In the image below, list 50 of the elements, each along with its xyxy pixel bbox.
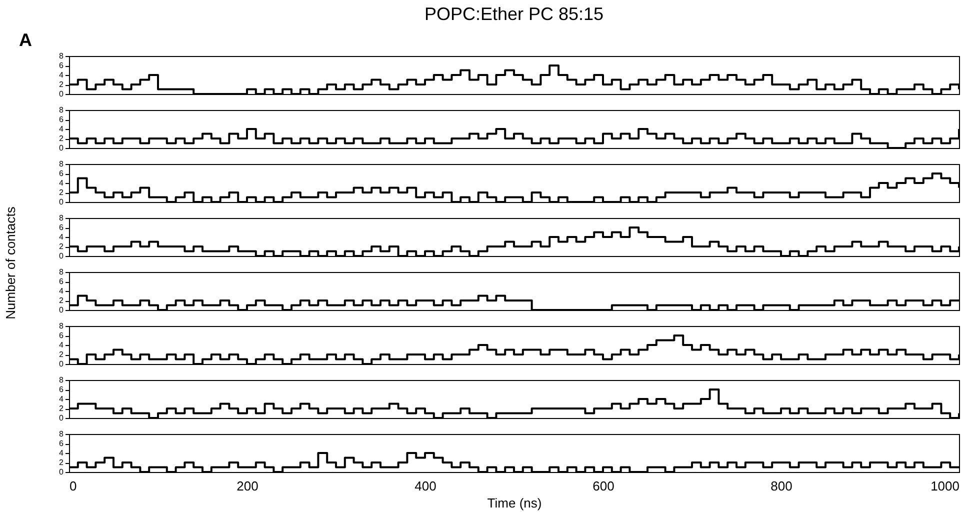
y-tick-label: 8: [59, 376, 64, 384]
y-tick-label: 0: [59, 468, 64, 476]
y-tick-label: 8: [59, 430, 64, 438]
x-axis-title: Time (ns): [487, 496, 542, 510]
y-tick-label: 6: [59, 385, 64, 394]
y-tick-label: 2: [59, 458, 64, 467]
y-tick-label: 8: [59, 52, 64, 60]
y-tick-label: 4: [59, 394, 64, 404]
y-tick-label: 4: [59, 448, 64, 458]
y-tick-label: 6: [59, 61, 64, 70]
y-tick-label: 2: [59, 134, 64, 143]
y-tick-label: 0: [59, 144, 64, 152]
y-axis-title: Number of contacts: [3, 206, 18, 320]
x-tick-label: 400: [414, 478, 436, 494]
text: A: [19, 30, 32, 50]
y-tick-label: 8: [59, 106, 64, 114]
x-tick-label: 200: [236, 478, 258, 494]
x-tick-label: 1000: [930, 478, 960, 494]
y-tick-label: 0: [59, 198, 64, 206]
y-tick-label: 0: [59, 360, 64, 368]
y-tick-label: 4: [59, 124, 64, 134]
y-tick-label: 8: [59, 214, 64, 222]
y-tick-label: 2: [59, 242, 64, 251]
y-tick-label: 2: [59, 188, 64, 197]
x-tick-label: 0: [70, 478, 77, 494]
x-tick-label: 600: [592, 478, 614, 494]
y-tick-label: 0: [59, 414, 64, 422]
y-tick-label: 2: [59, 80, 64, 89]
y-tick-label: 4: [59, 178, 64, 188]
y-tick-label: 0: [59, 252, 64, 260]
y-tick-label: 2: [59, 404, 64, 413]
y-tick-label: 6: [59, 115, 64, 124]
x-tick-label: 800: [770, 478, 792, 494]
y-tick-label: 6: [59, 277, 64, 286]
y-tick-label: 8: [59, 268, 64, 276]
y-tick-label: 2: [59, 296, 64, 305]
y-tick-label: 0: [59, 90, 64, 98]
chart-title: POPC:Ether PC 85:15: [424, 4, 604, 24]
y-tick-label: 6: [59, 169, 64, 178]
y-tick-label: 2: [59, 350, 64, 359]
y-tick-label: 8: [59, 160, 64, 168]
y-tick-label: 0: [59, 306, 64, 314]
y-tick-label: 4: [59, 232, 64, 242]
y-tick-label: 6: [59, 223, 64, 232]
y-tick-label: 6: [59, 439, 64, 448]
y-tick-label: 8: [59, 322, 64, 330]
y-tick-label: 4: [59, 286, 64, 296]
y-tick-label: 6: [59, 331, 64, 340]
y-tick-label: 4: [59, 70, 64, 80]
y-tick-label: 4: [59, 340, 64, 350]
